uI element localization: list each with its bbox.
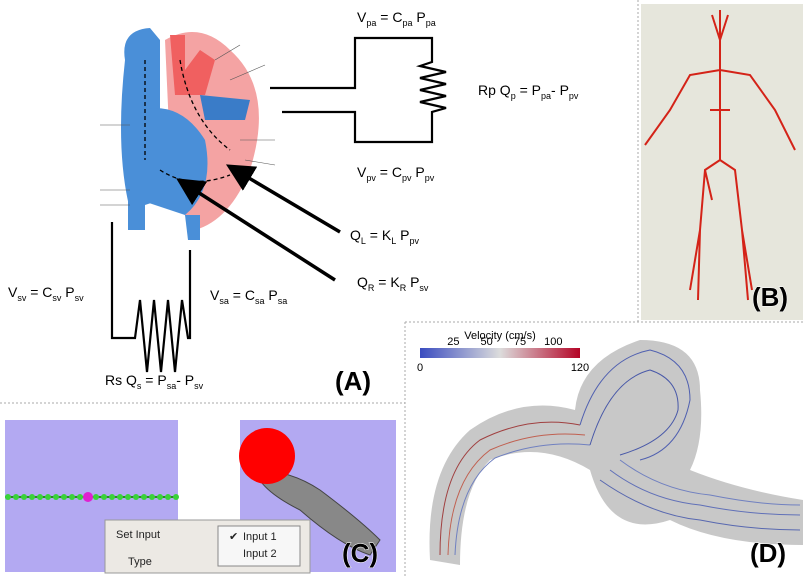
- selected-node[interactable]: [83, 492, 93, 502]
- eq-subscript: pv: [425, 173, 435, 183]
- equation: QL = KL Ppv: [350, 227, 419, 246]
- equation: Vsa = Csa Psa: [210, 287, 287, 306]
- equation: Vsv = Csv Psv: [8, 284, 84, 303]
- colorbar-tick: 0: [417, 362, 423, 374]
- equation: Vpa = Cpa Ppa: [357, 9, 436, 28]
- node: [125, 494, 131, 500]
- aneurysm-surface: [430, 340, 803, 565]
- eq-term: = K: [374, 274, 400, 290]
- node: [149, 494, 155, 500]
- eq-subscript: sv: [75, 293, 85, 303]
- eq-term: - P: [551, 82, 569, 98]
- panel-label: (B): [752, 282, 788, 312]
- eq-term: P: [264, 287, 277, 303]
- colorbar-tick: 25: [447, 336, 459, 348]
- eq-term: P: [412, 9, 425, 25]
- equation: Rp Qp = Ppa- Ppv: [478, 82, 579, 101]
- eq-subscript: sa: [219, 296, 229, 306]
- node: [13, 494, 19, 500]
- colorbar-tick: 50: [481, 336, 493, 348]
- equation: Vpv = Cpv Ppv: [357, 164, 435, 183]
- eq-term: = C: [26, 284, 52, 300]
- eq-term: = P: [516, 82, 541, 98]
- node: [141, 494, 147, 500]
- eq-subscript: pa: [402, 18, 412, 28]
- node: [165, 494, 171, 500]
- node: [37, 494, 43, 500]
- eq-term: P: [396, 227, 409, 243]
- eq-subscript: pa: [541, 91, 551, 101]
- colorbar: [420, 348, 580, 358]
- node: [157, 494, 163, 500]
- node: [77, 494, 83, 500]
- node: [5, 494, 11, 500]
- eq-subscript: sa: [255, 296, 265, 306]
- eq-subscript: pa: [426, 18, 436, 28]
- eq-subscript: sa: [167, 381, 177, 391]
- equation: QR = KR Psv: [357, 274, 429, 293]
- eq-term: = P: [141, 372, 166, 388]
- node: [101, 494, 107, 500]
- eq-term: = C: [376, 9, 402, 25]
- colorbar-tick: 100: [544, 336, 562, 348]
- heart: [100, 28, 275, 240]
- node: [93, 494, 99, 500]
- node: [61, 494, 67, 500]
- eq-term: P: [61, 284, 74, 300]
- eq-subscript: sa: [278, 296, 288, 306]
- submenu-item[interactable]: Input 1: [243, 531, 277, 543]
- figure: Vpa = Cpa Ppa Rp Qp = Ppa- Ppv Vpv = Cpv P…: [0, 0, 803, 576]
- eq-subscript: pv: [569, 91, 579, 101]
- eq-term: Rp Q: [478, 82, 511, 98]
- node: [21, 494, 27, 500]
- node: [133, 494, 139, 500]
- eq-term: P: [411, 164, 424, 180]
- eq-subscript: sv: [194, 381, 204, 391]
- eq-term: Q: [350, 227, 361, 243]
- panel-label: (C): [342, 538, 378, 568]
- inlet[interactable]: [239, 428, 295, 484]
- eq-subscript: pv: [409, 236, 419, 246]
- node: [173, 494, 179, 500]
- eq-term: - P: [176, 372, 194, 388]
- node: [69, 494, 75, 500]
- menu-item[interactable]: Set Input: [116, 529, 160, 541]
- colorbar-tick: 75: [514, 336, 526, 348]
- eq-subscript: pv: [366, 173, 376, 183]
- menu-item[interactable]: Type: [128, 556, 152, 568]
- panel-label: (D): [750, 538, 786, 568]
- submenu-item[interactable]: Input 2: [243, 548, 277, 560]
- node: [29, 494, 35, 500]
- eq-term: = C: [229, 287, 255, 303]
- eq-term: Rs Q: [105, 372, 137, 388]
- check: ✔: [229, 531, 238, 543]
- eq-term: = C: [376, 164, 402, 180]
- node: [53, 494, 59, 500]
- eq-term: P: [406, 274, 419, 290]
- panel-label: (A): [335, 366, 371, 396]
- eq-subscript: sv: [419, 283, 429, 293]
- colorbar-tick: 120: [571, 362, 589, 374]
- eq-subscript: pa: [366, 18, 376, 28]
- eq-term: = K: [366, 227, 392, 243]
- node: [117, 494, 123, 500]
- node: [45, 494, 51, 500]
- eq-subscript: pv: [402, 173, 412, 183]
- node: [109, 494, 115, 500]
- eq-term: Q: [357, 274, 368, 290]
- equation: Rs Qs = Psa- Psv: [105, 372, 204, 391]
